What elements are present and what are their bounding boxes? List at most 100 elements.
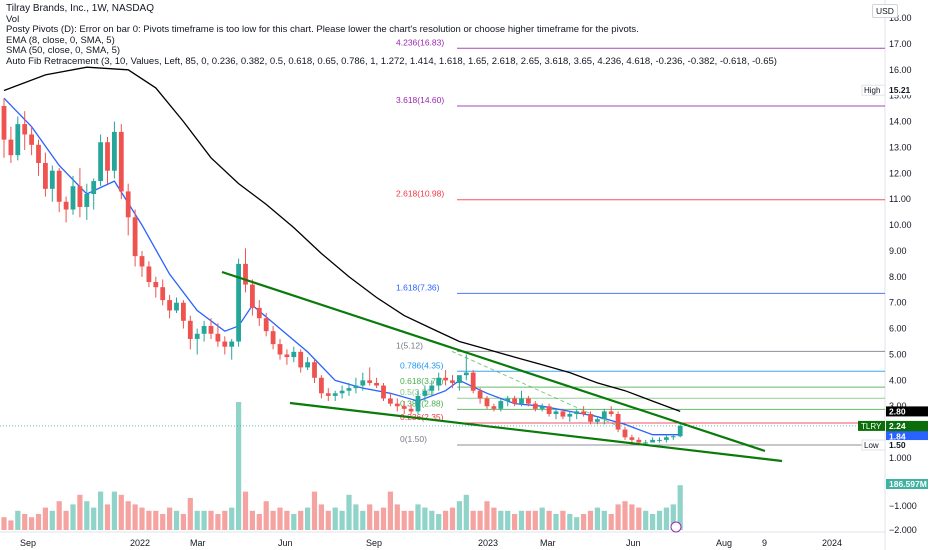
candle-body	[622, 429, 628, 438]
x-tick-label: Sep	[20, 538, 36, 548]
candle	[388, 393, 393, 407]
candle	[339, 385, 345, 399]
volume-bar	[380, 507, 387, 530]
candle-body	[443, 377, 448, 381]
candle	[484, 395, 490, 409]
candle-body	[132, 217, 138, 257]
candle	[332, 390, 338, 402]
volume-bar	[491, 507, 497, 530]
candle	[622, 426, 628, 440]
fib-level-label: 0.382(2.88)	[400, 398, 444, 408]
fib-level-label: 2.618(10.98)	[396, 189, 444, 199]
candle	[353, 377, 359, 394]
price-tag-box	[886, 479, 928, 489]
volume-bar	[104, 504, 111, 530]
candle	[139, 250, 145, 277]
y-tick-label: 9.00	[889, 246, 907, 256]
volume-bar	[70, 504, 76, 530]
candle-body	[139, 256, 145, 267]
candle	[22, 111, 28, 150]
candle-body	[581, 411, 586, 414]
candle	[346, 382, 352, 396]
price-tag-label: Low	[864, 441, 879, 450]
volume-bar	[387, 491, 393, 530]
candle-body	[463, 372, 469, 376]
price-tag-label-box	[861, 84, 886, 96]
candle	[153, 276, 159, 298]
volume-bar	[15, 510, 21, 530]
candle	[401, 401, 407, 414]
volume-bar	[180, 514, 186, 530]
volume-bar	[594, 507, 600, 530]
candle-body	[118, 131, 124, 192]
candle-body	[167, 300, 172, 311]
currency-label[interactable]: USD	[872, 4, 898, 18]
candle	[374, 377, 379, 389]
volume-bar	[449, 507, 456, 530]
x-tick-label: 2023	[478, 538, 498, 548]
candle-body	[332, 393, 338, 396]
candle-body	[49, 170, 55, 189]
candle-body	[650, 439, 655, 443]
candle-body	[346, 388, 352, 391]
fib-level-label: 4.236(16.83)	[396, 37, 444, 47]
candle	[291, 346, 297, 363]
candle	[98, 134, 103, 187]
volume-bar	[132, 504, 138, 530]
candle-body	[1, 106, 7, 140]
volume-bar	[422, 507, 428, 530]
candle	[325, 388, 331, 402]
candle	[222, 336, 228, 355]
volume-bar	[443, 510, 449, 530]
volume-bar	[167, 507, 173, 530]
x-tick-label: Sep	[366, 538, 382, 548]
candle-body	[112, 131, 117, 171]
candle	[63, 196, 69, 223]
candle	[629, 434, 635, 443]
candle-body	[63, 201, 69, 210]
candle	[112, 121, 117, 179]
volume-bar	[146, 510, 152, 530]
volume-bar	[429, 510, 435, 530]
volume-bar	[1, 517, 7, 530]
volume-bar	[505, 510, 511, 530]
volume-bar	[305, 507, 311, 530]
volume-bar	[546, 510, 552, 530]
volume-tick-label: −1.000	[889, 501, 917, 511]
price-tag-value: 2.80	[889, 406, 906, 416]
volume-bar	[325, 510, 331, 530]
volume-bar	[539, 507, 545, 530]
candle	[125, 183, 131, 236]
volume-bar	[512, 514, 518, 530]
candle	[491, 403, 497, 412]
candle-body	[401, 406, 407, 409]
candle	[664, 434, 669, 443]
candle	[208, 318, 214, 339]
candle	[422, 385, 428, 402]
volume-bar	[629, 504, 635, 530]
candle-body	[22, 124, 28, 135]
fib-level-label: 3.618(14.60)	[396, 95, 444, 105]
candle	[457, 375, 462, 391]
candle-body	[77, 186, 83, 207]
candle	[70, 175, 76, 215]
candle	[181, 300, 186, 329]
candle	[436, 372, 442, 391]
candle-body	[70, 186, 76, 210]
price-tag-value: 186.597M	[889, 479, 927, 489]
volume-bar	[401, 510, 407, 530]
volume-bar	[470, 510, 476, 530]
candle-body	[125, 191, 131, 218]
volume-bar	[208, 510, 214, 530]
volume-bar	[318, 504, 324, 530]
volume-bar	[663, 507, 669, 530]
candle	[256, 300, 262, 326]
y-tick-label: 15.00	[889, 91, 912, 101]
volume-bar	[650, 514, 656, 530]
lightning-icon[interactable]	[670, 521, 682, 533]
volume-bar	[277, 507, 283, 530]
candle	[49, 165, 55, 202]
volume-bar	[553, 514, 559, 530]
y-tick-label: 6.00	[889, 324, 907, 334]
